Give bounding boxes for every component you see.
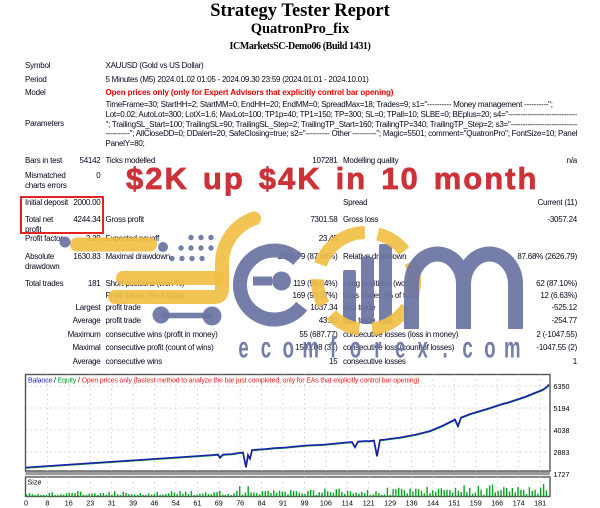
svg-text:o: o xyxy=(484,331,495,365)
svg-text:61: 61 xyxy=(193,499,201,508)
svg-text:129: 129 xyxy=(384,499,396,508)
svg-text:c: c xyxy=(261,331,271,365)
svg-text:136: 136 xyxy=(406,499,418,508)
svg-text:.: . xyxy=(443,331,448,365)
svg-text:m: m xyxy=(302,331,319,365)
svg-text:r: r xyxy=(374,331,381,365)
svg-text:o: o xyxy=(283,331,294,365)
svg-text:1727: 1727 xyxy=(554,470,570,479)
svg-text:76: 76 xyxy=(236,499,244,508)
svg-text:Size: Size xyxy=(28,478,42,487)
svg-text:39: 39 xyxy=(129,499,137,508)
svg-text:x: x xyxy=(418,331,428,365)
svg-text:106: 106 xyxy=(320,499,332,508)
svg-text:174: 174 xyxy=(513,499,525,508)
svg-text:114: 114 xyxy=(342,499,353,508)
svg-text:121: 121 xyxy=(363,499,375,508)
svg-text:e: e xyxy=(395,331,405,365)
svg-text:e: e xyxy=(238,331,248,365)
svg-text:99: 99 xyxy=(301,499,309,508)
svg-text:91: 91 xyxy=(279,499,287,508)
svg-text:46: 46 xyxy=(151,499,159,508)
svg-text:31: 31 xyxy=(108,499,116,508)
svg-text:6350: 6350 xyxy=(554,382,570,391)
svg-text:c: c xyxy=(462,331,472,365)
svg-text:0: 0 xyxy=(24,499,28,508)
svg-text:4038: 4038 xyxy=(554,426,570,435)
svg-text:o: o xyxy=(350,331,361,365)
svg-text:151: 151 xyxy=(448,499,460,508)
svg-text:Balance / Equity / Open prices: Balance / Equity / Open prices only (fas… xyxy=(28,378,419,385)
svg-text:84: 84 xyxy=(258,499,266,508)
svg-text:159: 159 xyxy=(470,499,482,508)
svg-text:144: 144 xyxy=(427,499,439,508)
svg-text:23: 23 xyxy=(86,499,94,508)
svg-text:54: 54 xyxy=(172,499,180,508)
svg-text:2883: 2883 xyxy=(554,448,570,457)
svg-text:181: 181 xyxy=(534,499,546,508)
svg-text:5194: 5194 xyxy=(554,404,570,413)
svg-text:166: 166 xyxy=(491,499,503,508)
svg-text:f: f xyxy=(330,331,337,365)
svg-text:69: 69 xyxy=(215,499,223,508)
svg-text:m: m xyxy=(504,331,521,365)
svg-text:8: 8 xyxy=(45,499,49,508)
svg-text:16: 16 xyxy=(65,499,73,508)
